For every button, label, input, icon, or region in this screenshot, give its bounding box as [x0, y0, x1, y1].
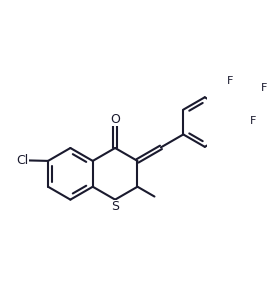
Text: O: O: [110, 112, 120, 126]
Text: F: F: [227, 76, 233, 86]
Text: S: S: [111, 200, 119, 213]
Text: F: F: [250, 116, 256, 126]
Text: Cl: Cl: [16, 154, 28, 167]
Text: F: F: [260, 83, 267, 93]
